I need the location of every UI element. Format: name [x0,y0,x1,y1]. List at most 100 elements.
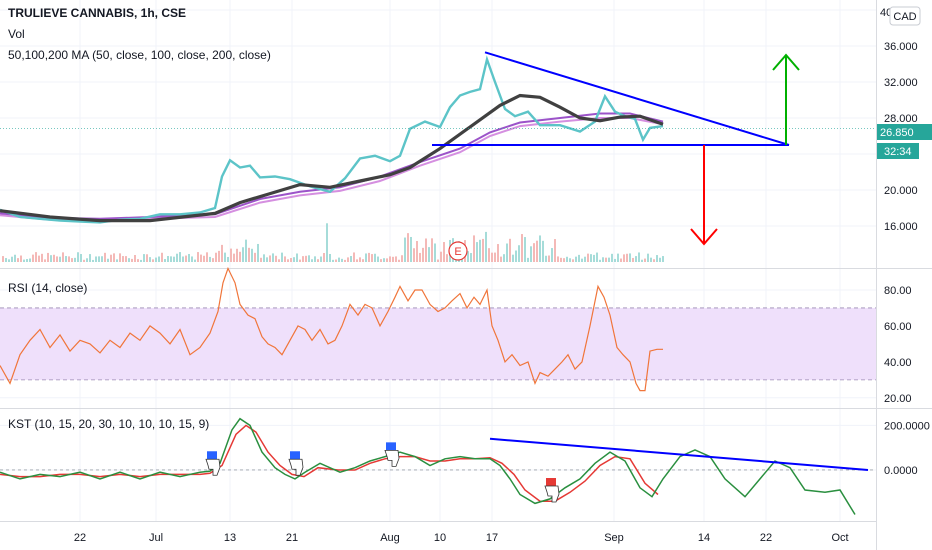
volume-bar [509,238,511,262]
volume-bar [167,256,169,262]
volume-bar [86,258,88,262]
volume-bar [650,257,652,262]
volume-bar [287,259,289,262]
rsi-tick-2: 40.00 [884,357,912,369]
rsi-panel[interactable] [0,266,663,392]
volume-bar [371,254,373,262]
volume-bar [572,259,574,262]
kst-tick-0: 200.0000 [884,420,930,432]
volume-bar [56,256,58,262]
volume-bar [488,248,490,262]
volume-bar [305,255,307,262]
volume-bar [341,258,343,262]
volume-bar [164,259,166,262]
volume-bar [197,252,199,262]
volume-bar [470,253,472,262]
volume-bar [284,256,286,262]
price-tick-5: 16.000 [884,221,918,233]
volume-bar [437,259,439,262]
volume-bar [302,256,304,262]
volume-bar [581,258,583,262]
volume-bar [494,252,496,262]
volume-bar [140,259,142,262]
time-tick-5: 10 [434,532,446,544]
volume-bar [170,256,172,262]
volume-bar [386,258,388,262]
price-panel[interactable] [0,51,876,246]
volume-bar [8,259,10,262]
time-tick-3: 21 [286,532,298,544]
volume-bar [245,239,247,262]
volume-bar [641,259,643,262]
volume-bar [158,256,160,262]
volume-bar [521,234,523,262]
rsi-tick-0: 80.00 [884,285,912,297]
kst-legend[interactable]: KST (10, 15, 20, 30, 10, 10, 10, 15, 9) [8,417,209,431]
volume-bar [14,254,16,262]
volume-bar [533,243,535,262]
volume-bar [281,252,283,262]
volume-bar [476,242,478,262]
volume-bar [224,252,226,262]
volume-bar [569,258,571,262]
volume-bar [350,256,352,262]
volume-legend[interactable]: Vol [8,27,25,41]
volume-bar [314,256,316,262]
volume-bar [662,256,664,262]
volume-bar [644,258,646,262]
hand-cuff [207,451,217,460]
volume-bar [500,256,502,262]
volume-bar [299,259,301,262]
volume-bar [275,255,277,262]
ma-legend[interactable]: 50,100,200 MA (50, close, 100, close, 20… [8,48,271,62]
volume-bar [410,236,412,262]
volume-bar [635,256,637,262]
volume-bar [446,254,448,262]
volume-bar [266,257,268,262]
volume-bar [212,258,214,262]
volume-bar [554,239,556,262]
time-tick-1: Jul [149,532,163,544]
ma200-line [0,93,664,223]
volume-bar [653,259,655,262]
last-price-tag [877,124,932,140]
volume-bar [413,248,415,262]
kst-trendline [489,437,869,471]
volume-bar [239,251,241,262]
volume-bar [59,256,61,262]
price-tick-4: 20.000 [884,185,918,197]
hand-cuff [386,442,396,451]
volume-bar [428,247,430,262]
time-tick-7: Sep [604,532,624,544]
time-tick-0: 22 [74,532,86,544]
volume-bar [638,252,640,262]
earnings-marker[interactable] [448,241,468,261]
volume-bar [326,223,328,262]
volume-bar [629,253,631,262]
volume-bar [98,256,100,262]
price-tick-2: 28.000 [884,113,918,125]
volume-bar [65,256,67,262]
volume-bar [146,254,148,262]
symbol-title[interactable]: TRULIEVE CANNABIS, 1h, CSE [8,6,186,20]
volume-bar [407,233,409,262]
volume-bar [422,247,424,262]
volume-bar [344,259,346,262]
hand-palm [384,449,400,467]
volume-bar [575,256,577,262]
volume-bar [611,253,613,262]
kst-panel[interactable] [0,417,869,515]
volume-bar [623,254,625,262]
volume-bar [419,252,421,262]
currency-badge-box[interactable] [889,6,921,26]
rsi-legend[interactable]: RSI (14, close) [8,281,87,295]
volume-bar [491,252,493,262]
volume-bar [356,259,358,262]
volume-bar [374,253,376,262]
rsi-line [0,266,663,392]
volume-bar [338,257,340,262]
volume-bar [365,253,367,262]
price-tick-1: 32.000 [884,77,918,89]
price-tick-0: 36.000 [884,41,918,53]
